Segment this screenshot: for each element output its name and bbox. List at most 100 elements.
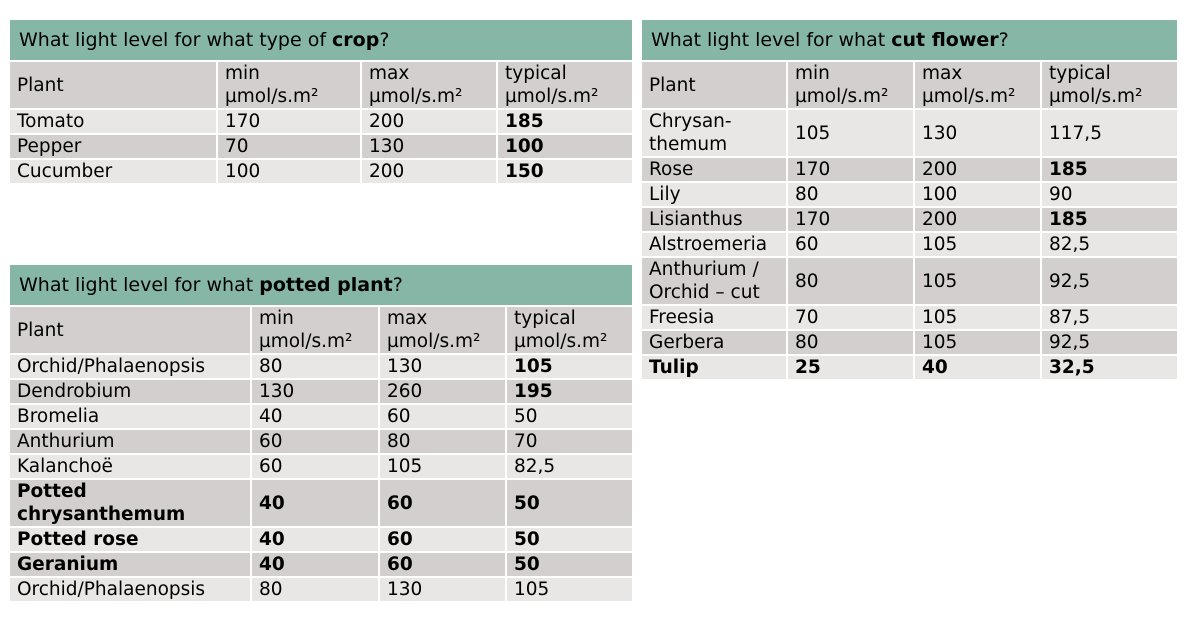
min-value-cell: 40 bbox=[250, 551, 380, 578]
typical-value-cell: 117,5 bbox=[1040, 108, 1179, 158]
cell-text: 80 bbox=[795, 332, 819, 353]
cell-text: Geranium bbox=[17, 554, 119, 575]
cell-text: 70 bbox=[795, 307, 819, 328]
cell-text: 100 bbox=[505, 136, 544, 157]
cell-text: 60 bbox=[387, 492, 413, 514]
cell-text: 150 bbox=[505, 161, 544, 182]
title-keyword: potted plant bbox=[259, 273, 393, 296]
cut-flower-light-table: What light level for what cut flower? Pla… bbox=[640, 18, 1179, 381]
min-value-cell: 170 bbox=[786, 206, 915, 233]
max-value-cell: 200 bbox=[360, 108, 498, 135]
header-units: µmol/s.m² bbox=[259, 331, 353, 352]
table-row: Tulip 25 40 32,5 bbox=[640, 354, 1179, 381]
max-value-cell: 60 bbox=[378, 478, 507, 528]
table-row: Anthurium / Orchid – cut 80 105 92,5 bbox=[640, 256, 1179, 306]
min-value-cell: 40 bbox=[250, 526, 380, 553]
table-title: What light level for what type of crop? bbox=[8, 18, 634, 62]
min-value-cell: 80 bbox=[250, 576, 380, 603]
plant-name-cell: Geranium bbox=[8, 551, 252, 578]
table-title-row: What light level for what cut flower? bbox=[640, 18, 1179, 62]
table-row: Orchid/Phalaenopsis 80 130 105 bbox=[8, 576, 635, 603]
title-keyword: crop bbox=[332, 28, 380, 51]
cell-text: 130 bbox=[922, 122, 958, 144]
min-value-cell: 80 bbox=[786, 181, 915, 208]
cell-text: 105 bbox=[922, 270, 958, 292]
max-value-cell: 60 bbox=[378, 526, 507, 553]
cell-text: 200 bbox=[922, 159, 958, 180]
min-value-cell: 100 bbox=[216, 158, 362, 185]
header-label: max bbox=[922, 63, 963, 84]
plant-name-cell: Orchid/Phalaenopsis bbox=[8, 353, 252, 380]
header-row: Plant min µmol/s.m² max µmol/s.m² typical µmol… bbox=[8, 60, 634, 110]
table-title-row: What light level for what type of crop? bbox=[8, 18, 634, 62]
table-row: Pepper 70 130 100 bbox=[8, 133, 634, 160]
plant-name-cell: Potted chrysanthemum bbox=[8, 478, 252, 528]
typical-value-cell: 82,5 bbox=[1040, 231, 1179, 258]
cell-text: 100 bbox=[922, 184, 958, 205]
table-row: Lily 80 100 90 bbox=[640, 181, 1179, 208]
cell-text: 60 bbox=[387, 554, 413, 575]
header-units: µmol/s.m² bbox=[225, 86, 319, 107]
min-value-cell: 80 bbox=[786, 329, 915, 356]
min-value-cell: 60 bbox=[250, 428, 380, 455]
cell-text: 200 bbox=[369, 161, 405, 182]
cell-text: 40 bbox=[259, 492, 285, 514]
cell-text: Potted chrysanthemum bbox=[17, 481, 186, 525]
typical-value-cell: 100 bbox=[496, 133, 634, 160]
header-units: µmol/s.m² bbox=[922, 86, 1016, 107]
cell-text: 185 bbox=[1049, 159, 1088, 180]
column-header: min µmol/s.m² bbox=[786, 60, 915, 110]
min-value-cell: 70 bbox=[786, 304, 915, 331]
cell-text: 80 bbox=[259, 579, 283, 600]
table-row: Alstroemeria 60 105 82,5 bbox=[640, 231, 1179, 258]
title-keyword: cut flower bbox=[891, 28, 999, 51]
cell-text: 80 bbox=[387, 431, 411, 452]
plant-name-cell: Anthurium / Orchid – cut bbox=[640, 256, 788, 306]
max-value-cell: 60 bbox=[378, 551, 507, 578]
cell-text: 50 bbox=[514, 492, 540, 514]
column-header: max µmol/s.m² bbox=[378, 305, 507, 355]
cell-text: 25 bbox=[795, 357, 821, 378]
typical-value-cell: 50 bbox=[504, 478, 635, 528]
plant-name-cell: Kalanchoë bbox=[8, 453, 252, 480]
table-row: Orchid/Phalaenopsis 80 130 105 bbox=[8, 353, 635, 380]
cell-text: 117,5 bbox=[1049, 122, 1102, 144]
table-row: Gerbera 80 105 92,5 bbox=[640, 329, 1179, 356]
cell-text: 60 bbox=[795, 234, 819, 255]
table-row: Lisianthus 170 200 185 bbox=[640, 206, 1179, 233]
cell-text: Anthurium / Orchid – cut bbox=[649, 259, 760, 303]
header-label: min bbox=[259, 308, 294, 329]
min-value-cell: 40 bbox=[250, 403, 380, 430]
plant-name-cell: Chrysan- themum bbox=[640, 108, 788, 158]
typical-value-cell: 185 bbox=[1040, 206, 1179, 233]
max-value-cell: 105 bbox=[378, 453, 507, 480]
cell-text: 170 bbox=[795, 209, 831, 230]
typical-value-cell: 90 bbox=[1040, 181, 1179, 208]
cell-text: Lily bbox=[649, 184, 681, 205]
column-header: max µmol/s.m² bbox=[360, 60, 498, 110]
cell-text: 70 bbox=[514, 431, 538, 452]
column-header: min µmol/s.m² bbox=[216, 60, 362, 110]
column-header: max µmol/s.m² bbox=[913, 60, 1042, 110]
plant-name-cell: Pepper bbox=[8, 133, 218, 160]
table-title: What light level for what cut flower? bbox=[640, 18, 1179, 62]
plant-name-cell: Bromelia bbox=[8, 403, 252, 430]
table-row: Anthurium 60 80 70 bbox=[8, 428, 635, 455]
cell-text: 105 bbox=[922, 234, 958, 255]
cell-text: 100 bbox=[225, 161, 261, 182]
potted-plant-light-table: What light level for what potted plant? P… bbox=[7, 263, 635, 603]
header-row: Plant min µmol/s.m² max µmol/s.m² typical µmol… bbox=[8, 305, 635, 355]
plant-name-cell: Dendrobium bbox=[8, 378, 252, 405]
cell-text: 40 bbox=[259, 529, 285, 550]
typical-value-cell: 70 bbox=[504, 428, 635, 455]
column-header: Plant bbox=[640, 60, 788, 110]
plant-name-cell: Freesia bbox=[640, 304, 788, 331]
column-header: typical µmol/s.m² bbox=[1040, 60, 1179, 110]
min-value-cell: 40 bbox=[250, 478, 380, 528]
cell-text: 87,5 bbox=[1049, 307, 1091, 328]
cell-text: Tulip bbox=[649, 357, 699, 378]
cell-text: 105 bbox=[514, 579, 550, 600]
table-row: Dendrobium 130 260 195 bbox=[8, 378, 635, 405]
typical-value-cell: 185 bbox=[496, 108, 634, 135]
typical-value-cell: 50 bbox=[504, 403, 635, 430]
